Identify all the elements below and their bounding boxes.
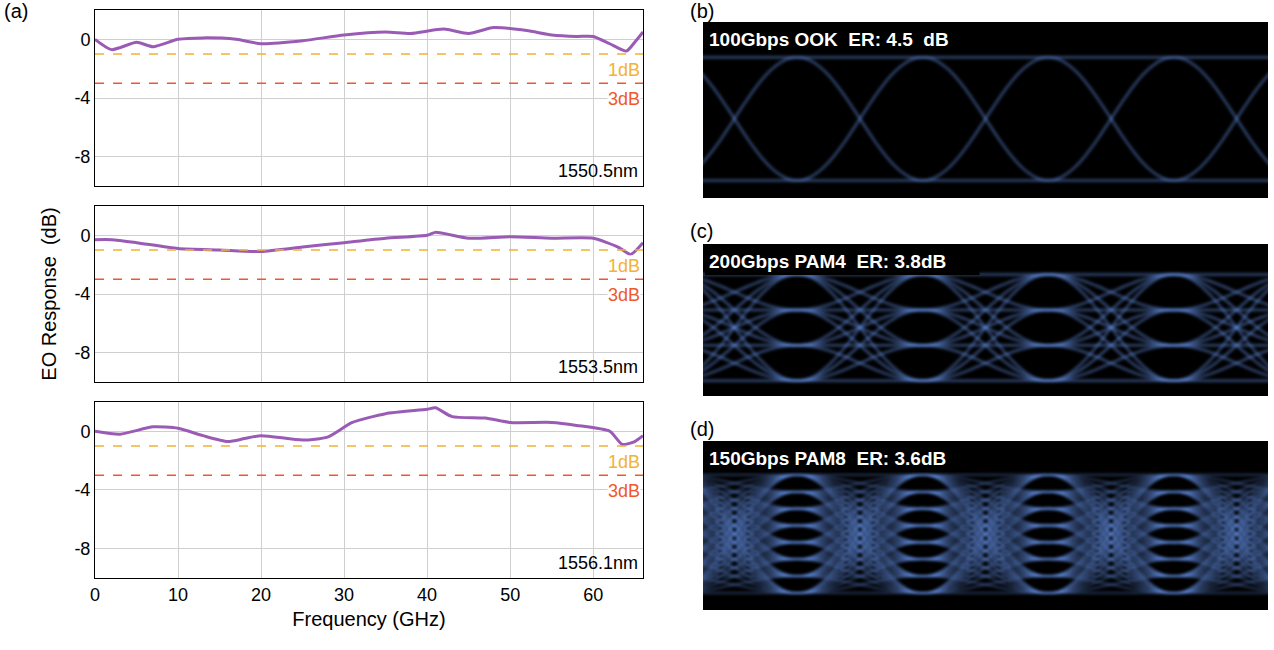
svg-text:-8: -8 (74, 343, 90, 363)
svg-text:3dB: 3dB (608, 481, 640, 501)
svg-text:1dB: 1dB (608, 60, 640, 80)
svg-text:100Gbps OOK ER: 4.5 dB: 100Gbps OOK ER: 4.5 dB (709, 29, 949, 50)
svg-text:20: 20 (251, 585, 271, 605)
svg-text:-8: -8 (74, 539, 90, 559)
html-text:(c): (c) (690, 220, 714, 242)
svg-text:3dB: 3dB (608, 89, 640, 109)
svg-text:-8: -8 (74, 147, 90, 167)
svg-text:40: 40 (417, 585, 437, 605)
html-text:(d): (d) (690, 418, 715, 440)
html-text:(a): (a) (4, 0, 29, 22)
svg-text:1556.1nm: 1556.1nm (558, 553, 638, 573)
svg-text:0: 0 (80, 30, 90, 50)
svg-text:0: 0 (80, 422, 90, 442)
svg-text:200Gbps PAM4 ER: 3.8dB: 200Gbps PAM4 ER: 3.8dB (709, 251, 946, 272)
svg-text:1dB: 1dB (608, 256, 640, 276)
svg-text:3dB: 3dB (608, 285, 640, 305)
svg-text:150Gbps PAM8 ER: 3.6dB: 150Gbps PAM8 ER: 3.6dB (709, 448, 946, 469)
svg-text:10: 10 (168, 585, 188, 605)
svg-text:1550.5nm: 1550.5nm (558, 161, 638, 181)
svg-text:0: 0 (80, 226, 90, 246)
svg-text:60: 60 (583, 585, 603, 605)
svg-text:EO Response (dB): EO Response (dB) (38, 207, 60, 380)
svg-text:-4: -4 (74, 88, 90, 108)
svg-text:-4: -4 (74, 284, 90, 304)
svg-text:-4: -4 (74, 480, 90, 500)
svg-text:Frequency (GHz): Frequency (GHz) (292, 608, 445, 630)
svg-text:30: 30 (334, 585, 354, 605)
svg-text:1553.5nm: 1553.5nm (558, 357, 638, 377)
svg-text:50: 50 (500, 585, 520, 605)
html-text:(b): (b) (690, 0, 715, 22)
svg-text:1dB: 1dB (608, 452, 640, 472)
svg-text:0: 0 (90, 585, 100, 605)
